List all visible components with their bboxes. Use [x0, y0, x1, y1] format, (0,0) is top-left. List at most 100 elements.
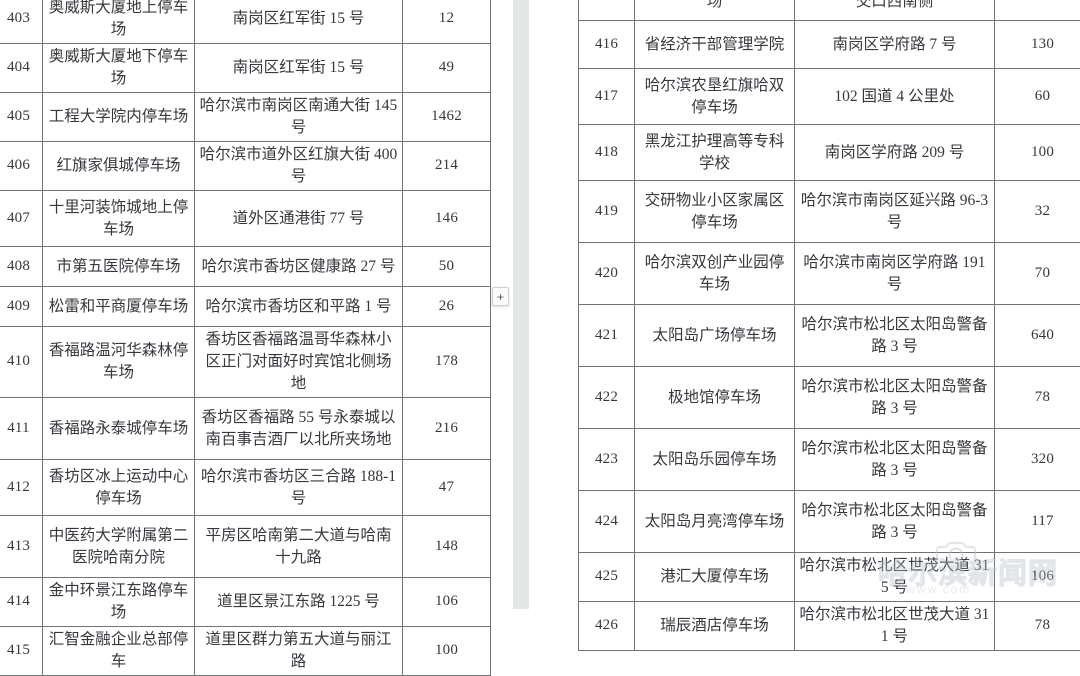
cell-address[interactable]: 哈尔滨市南岗区学府路 191 号	[795, 243, 995, 305]
cell-address[interactable]: 南岗区红军街 15 号	[195, 0, 403, 44]
cell-index[interactable]: 412	[0, 460, 43, 516]
cell-address[interactable]: 道外区通港街 77 号	[195, 191, 403, 247]
cell-lot-name[interactable]: 港汇大厦停车场	[635, 553, 795, 602]
cell-index[interactable]: 414	[0, 578, 43, 627]
cell-capacity[interactable]: 320	[995, 429, 1080, 491]
cell-lot-name[interactable]: 太阳岛广场停车场	[635, 305, 795, 367]
cell-capacity[interactable]: 640	[995, 305, 1080, 367]
cell-index[interactable]: 413	[0, 516, 43, 578]
cell-lot-name[interactable]: 市第五医院停车场	[43, 247, 195, 287]
cell-lot-name[interactable]: 省经济干部管理学院	[635, 21, 795, 69]
cell-address[interactable]: 哈尔滨市香坊区健康路 27 号	[195, 247, 403, 287]
cell-lot-name[interactable]: 金中环景江东路停车场	[43, 578, 195, 627]
cell-index[interactable]: 408	[0, 247, 43, 287]
cell-address[interactable]: 哈尔滨市松北区世茂大道 315 号	[795, 553, 995, 602]
cell-address[interactable]: 香坊区香福路温哥华森林小区正门对面好时宾馆北侧场地	[195, 327, 403, 398]
cell-index[interactable]: 425	[579, 553, 635, 602]
cell-index[interactable]	[579, 0, 635, 21]
cell-lot-name[interactable]: 香福路温河华森林停车场	[43, 327, 195, 398]
cell-index[interactable]: 418	[579, 125, 635, 181]
cell-capacity[interactable]: 117	[995, 491, 1080, 553]
cell-index[interactable]: 415	[0, 627, 43, 676]
cell-lot-name[interactable]: 太阳岛乐园停车场	[635, 429, 795, 491]
cell-index[interactable]: 421	[579, 305, 635, 367]
cell-index[interactable]: 420	[579, 243, 635, 305]
cell-capacity[interactable]: 12	[403, 0, 491, 44]
cell-lot-name[interactable]: 奥威斯大厦地下停车场	[43, 44, 195, 93]
cell-lot-name[interactable]: 黑龙江护理高等专科学校	[635, 125, 795, 181]
cell-lot-name[interactable]: 香坊区冰上运动中心停车场	[43, 460, 195, 516]
cell-index[interactable]: 403	[0, 0, 43, 44]
cell-address[interactable]: 哈尔滨市南岗区南通大街 145 号	[195, 93, 403, 142]
cell-address[interactable]: 哈尔滨市香坊区三合路 188-1 号	[195, 460, 403, 516]
cell-capacity[interactable]	[995, 0, 1080, 21]
cell-address[interactable]: 南岗区学府路 7 号	[795, 21, 995, 69]
cell-address[interactable]: 哈尔滨市松北区太阳岛警备路 3 号	[795, 491, 995, 553]
cell-lot-name[interactable]: 极地馆停车场	[635, 367, 795, 429]
cell-address[interactable]: 哈尔滨市香坊区和平路 1 号	[195, 287, 403, 327]
cell-address[interactable]: 香坊区香福路 55 号永泰城以南百事吉酒厂以北所夹场地	[195, 398, 403, 460]
cell-capacity[interactable]: 60	[995, 69, 1080, 125]
cell-index[interactable]: 416	[579, 21, 635, 69]
cell-address[interactable]: 哈尔滨市松北区太阳岛警备路 3 号	[795, 429, 995, 491]
cell-capacity[interactable]: 26	[403, 287, 491, 327]
cell-address[interactable]: 南岗区红军街 15 号	[195, 44, 403, 93]
cell-lot-name[interactable]: 工程大学院内停车场	[43, 93, 195, 142]
cell-lot-name[interactable]: 太阳岛月亮湾停车场	[635, 491, 795, 553]
cell-capacity[interactable]: 178	[403, 327, 491, 398]
cell-lot-name[interactable]: 奥威斯大厦地上停车场	[43, 0, 195, 44]
cell-address[interactable]: 哈尔滨市松北区太阳岛警备路 3 号	[795, 367, 995, 429]
cell-lot-name[interactable]: 汇智金融企业总部停车	[43, 627, 195, 676]
cell-address[interactable]: 道里区群力第五大道与丽江路	[195, 627, 403, 676]
cell-lot-name[interactable]: 交研物业小区家属区停车场	[635, 181, 795, 243]
cell-address[interactable]: 哈尔滨市道外区红旗大街 400 号	[195, 142, 403, 191]
cell-index[interactable]: 417	[579, 69, 635, 125]
cell-capacity[interactable]: 146	[403, 191, 491, 247]
cell-index[interactable]: 404	[0, 44, 43, 93]
cell-address[interactable]: 102 国道 4 公里处	[795, 69, 995, 125]
cell-capacity[interactable]: 78	[995, 367, 1080, 429]
cell-lot-name[interactable]: 哈尔滨农垦红旗哈双停车场	[635, 69, 795, 125]
cell-lot-name[interactable]: 香福路永泰城停车场	[43, 398, 195, 460]
cell-capacity[interactable]: 1462	[403, 93, 491, 142]
cell-capacity[interactable]: 106	[403, 578, 491, 627]
cell-capacity[interactable]: 50	[403, 247, 491, 287]
cell-capacity[interactable]: 214	[403, 142, 491, 191]
cell-lot-name[interactable]: 中医药大学附属第二医院哈南分院	[43, 516, 195, 578]
cell-capacity[interactable]: 70	[995, 243, 1080, 305]
insert-row-plus-button[interactable]: +	[492, 287, 509, 306]
cell-capacity[interactable]: 216	[403, 398, 491, 460]
cell-capacity[interactable]: 130	[995, 21, 1080, 69]
cell-lot-name[interactable]: 哈尔滨双创产业园停车场	[635, 243, 795, 305]
cell-index[interactable]: 423	[579, 429, 635, 491]
cell-address[interactable]: 哈尔滨市松北区太阳岛警备路 3 号	[795, 305, 995, 367]
cell-index[interactable]: 406	[0, 142, 43, 191]
cell-address[interactable]: 道里区景江东路 1225 号	[195, 578, 403, 627]
cell-index[interactable]: 410	[0, 327, 43, 398]
cell-capacity[interactable]: 47	[403, 460, 491, 516]
cell-lot-name[interactable]: 松雷和平商厦停车场	[43, 287, 195, 327]
cell-index[interactable]: 424	[579, 491, 635, 553]
cell-lot-name[interactable]: 场	[635, 0, 795, 21]
cell-index[interactable]: 405	[0, 93, 43, 142]
cell-address[interactable]: 交口西南侧	[795, 0, 995, 21]
cell-address[interactable]: 南岗区学府路 209 号	[795, 125, 995, 181]
cell-capacity[interactable]: 32	[995, 181, 1080, 243]
cell-capacity[interactable]: 148	[403, 516, 491, 578]
cell-index[interactable]: 409	[0, 287, 43, 327]
cell-lot-name[interactable]: 十里河装饰城地上停车场	[43, 191, 195, 247]
cell-address[interactable]: 哈尔滨市南岗区延兴路 96-3 号	[795, 181, 995, 243]
cell-index[interactable]: 422	[579, 367, 635, 429]
cell-lot-name[interactable]: 红旗家俱城停车场	[43, 142, 195, 191]
cell-address[interactable]: 平房区哈南第二大道与哈南十九路	[195, 516, 403, 578]
cell-capacity[interactable]: 100	[995, 125, 1080, 181]
cell-capacity[interactable]: 49	[403, 44, 491, 93]
cell-index[interactable]: 419	[579, 181, 635, 243]
cell-capacity[interactable]: 106	[995, 553, 1080, 602]
cell-capacity[interactable]: 100	[403, 627, 491, 676]
cell-index[interactable]: 411	[0, 398, 43, 460]
cell-index[interactable]: 407	[0, 191, 43, 247]
